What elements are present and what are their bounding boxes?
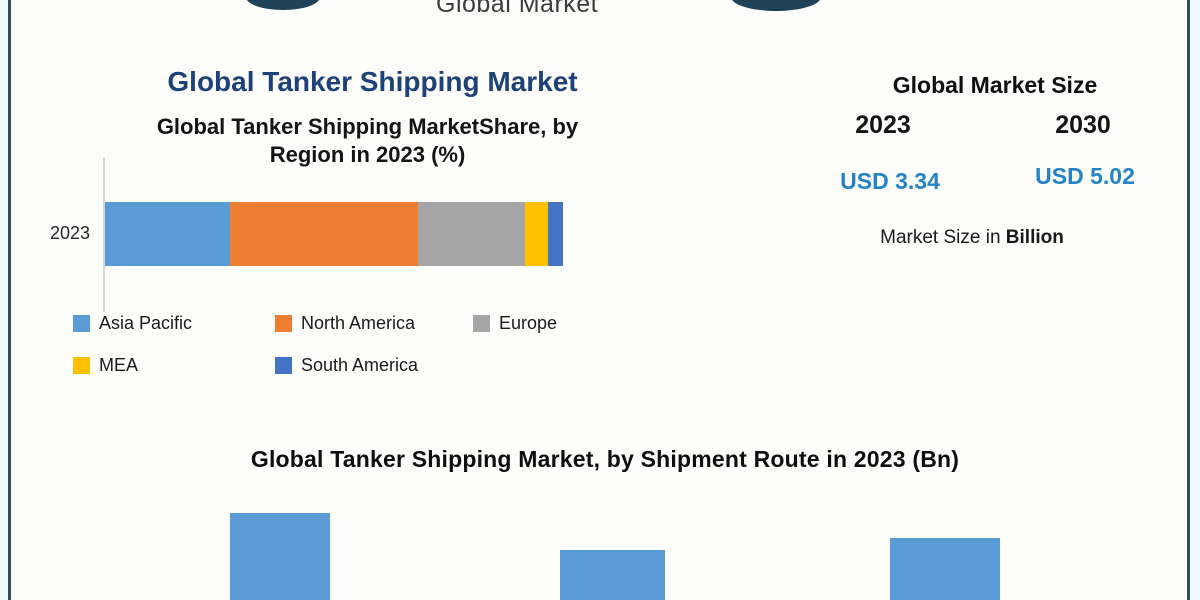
route-chart-title: Global Tanker Shipping Market, by Shipme…	[250, 446, 960, 472]
bar-segment-asia-pacific	[105, 202, 231, 266]
legend-item-europe: Europe	[473, 313, 557, 334]
route-bar	[230, 513, 330, 600]
route-bar	[560, 550, 665, 600]
legend-swatch-mea	[73, 357, 90, 374]
unit-note-prefix: Market Size in	[880, 227, 1006, 248]
market-value-2023: USD 3.34	[840, 168, 940, 194]
left-border-rule	[8, 0, 11, 600]
legend-swatch-north-america	[275, 315, 292, 332]
unit-note-bold: Billion	[1005, 227, 1064, 248]
legend-swatch-europe	[473, 315, 490, 332]
year-start-label: 2023	[855, 111, 911, 139]
region-share-stacked-bar	[105, 202, 563, 266]
right-border-rule	[1187, 0, 1190, 600]
year-end-label: 2030	[1055, 111, 1111, 139]
legend-swatch-south-america	[275, 357, 292, 374]
header-circle-icon	[731, 0, 821, 11]
bar-segment-north-america	[230, 202, 418, 266]
legend-label: Asia Pacific	[99, 313, 193, 333]
right-margin-strip	[1190, 0, 1200, 600]
y-axis-line	[103, 158, 105, 312]
route-bar	[890, 538, 1000, 600]
market-value-2030: USD 5.02	[1035, 163, 1135, 189]
legend-item-mea: MEA	[73, 355, 138, 376]
left-margin-strip	[0, 0, 8, 600]
y-axis-tick-label: 2023	[49, 223, 90, 243]
bar-segment-europe	[417, 202, 525, 266]
legend-label: North America	[301, 313, 416, 333]
logo-circle-icon	[246, 0, 320, 10]
brand-text: Global Market	[436, 0, 599, 18]
legend-label: South America	[301, 355, 419, 375]
bar-segment-south-america	[548, 202, 563, 266]
bar-segment-mea	[524, 202, 549, 266]
region-chart-title: Global Tanker Shipping MarketShare, by R…	[95, 113, 640, 169]
legend-swatch-asia-pacific	[73, 315, 90, 332]
market-size-title: Global Market Size	[892, 72, 1098, 98]
region-chart-title-line1: Global Tanker Shipping MarketShare, by	[156, 114, 579, 139]
legend-label: Europe	[499, 313, 558, 333]
legend-item-north-america: North America	[275, 313, 415, 334]
legend-item-asia-pacific: Asia Pacific	[73, 313, 192, 334]
legend-label: MEA	[99, 355, 139, 375]
region-chart-title-line2: Region in 2023 (%)	[269, 142, 466, 167]
page-title: Global Tanker Shipping Market	[167, 66, 578, 97]
market-size-unit-note: Market Size in Billion	[822, 227, 1122, 249]
legend-item-south-america: South America	[275, 355, 418, 376]
